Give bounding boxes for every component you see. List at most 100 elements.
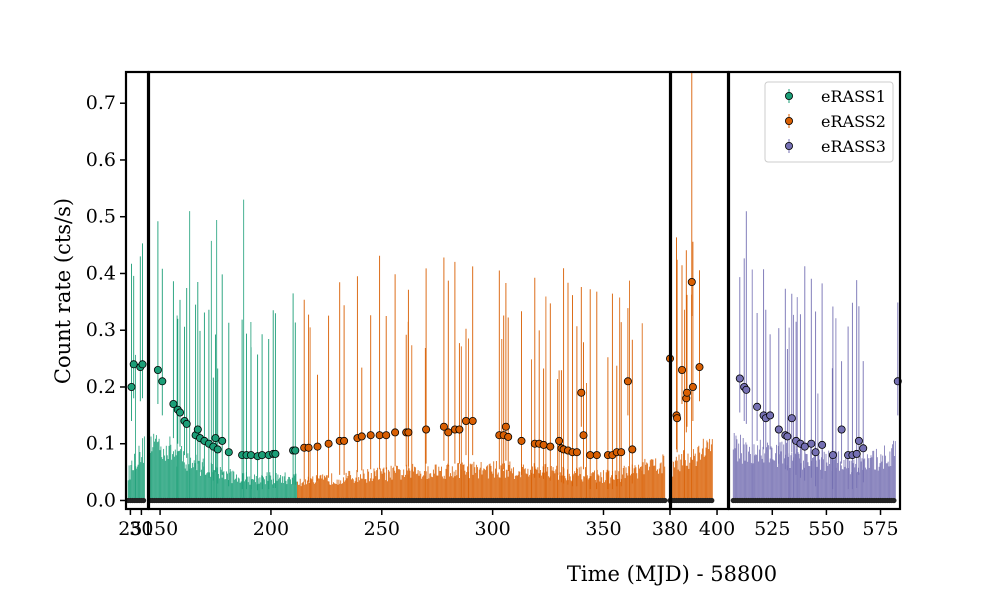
data-point-eRASS1 (158, 377, 167, 386)
x-tick-label: 200 (253, 518, 289, 540)
legend-label-eRASS1: eRASS1 (821, 87, 886, 106)
data-point-eRASS3 (807, 439, 816, 448)
error-bar-layer (127, 72, 899, 501)
zero-point (141, 497, 147, 504)
data-point-eRASS2 (517, 436, 526, 445)
x-tick-label: 150 (142, 518, 178, 540)
y-tick-label: 0.2 (86, 376, 116, 398)
data-point-eRASS3 (753, 402, 762, 411)
x-tick-label: 25 (118, 518, 142, 540)
data-point-eRASS1 (138, 360, 147, 369)
data-point-eRASS1 (218, 436, 227, 445)
data-point-eRASS2 (468, 416, 477, 425)
data-point-eRASS2 (357, 432, 366, 441)
panel-frame-4 (727, 70, 902, 511)
data-point-eRASS1 (182, 419, 191, 428)
x-tick-label: 525 (754, 518, 790, 540)
x-tick-label: 30 (129, 518, 153, 540)
y-tick-label: 0.6 (86, 149, 116, 171)
zero-point (709, 497, 715, 504)
legend-marker-eRASS1 (785, 92, 794, 101)
x-tick-label: 350 (585, 518, 621, 540)
data-point-eRASS2 (455, 425, 464, 434)
data-point-eRASS2 (324, 439, 333, 448)
data-point-eRASS2 (439, 422, 448, 431)
legend-label-eRASS3: eRASS3 (821, 137, 886, 156)
data-point-eRASS2 (501, 422, 510, 431)
data-point-eRASS2 (586, 451, 595, 460)
data-point-eRASS2 (623, 377, 632, 386)
x-tick-label: 250 (364, 518, 400, 540)
x-tick-label: 380 (652, 518, 688, 540)
data-point-eRASS3 (766, 411, 775, 420)
data-point-eRASS2 (555, 436, 564, 445)
legend-marker-eRASS2 (785, 117, 794, 126)
data-point-eRASS1 (224, 448, 233, 457)
data-point-eRASS3 (818, 440, 827, 449)
data-point-eRASS2 (628, 445, 637, 454)
data-point-eRASS2 (504, 432, 513, 441)
y-axis-label: Count rate (cts/s) (51, 198, 75, 384)
data-point-eRASS2 (546, 442, 555, 451)
data-point-eRASS2 (382, 431, 391, 440)
data-point-eRASS1 (175, 408, 184, 417)
data-point-eRASS2 (673, 414, 682, 423)
data-point-eRASS1 (258, 451, 267, 460)
data-point-eRASS3 (783, 432, 792, 441)
data-point-eRASS2 (687, 277, 696, 286)
data-point-eRASS3 (787, 414, 796, 423)
data-point-eRASS3 (800, 442, 809, 451)
data-point-eRASS2 (375, 431, 384, 440)
data-point-eRASS2 (678, 365, 687, 374)
data-point-eRASS2 (422, 425, 431, 434)
data-point-eRASS1 (291, 446, 300, 455)
data-point-eRASS3 (811, 448, 820, 457)
data-point-eRASS1 (211, 434, 220, 443)
y-tick-label: 0.4 (86, 262, 116, 284)
y-tick-label: 0.0 (86, 489, 116, 511)
zero-point (662, 497, 668, 504)
data-point-eRASS3 (742, 385, 751, 394)
data-point-eRASS2 (572, 448, 581, 457)
data-point-eRASS1 (246, 451, 255, 460)
data-point-eRASS3 (837, 425, 846, 434)
data-point-eRASS3 (735, 374, 744, 383)
data-point-eRASS2 (404, 428, 413, 437)
data-point-layer (125, 277, 902, 504)
x-tick-label: 575 (862, 518, 898, 540)
data-point-eRASS2 (313, 442, 322, 451)
data-point-eRASS1 (153, 365, 162, 374)
data-point-eRASS3 (774, 425, 783, 434)
legend: eRASS1 eRASS2 eRASS3 (764, 81, 894, 163)
data-point-eRASS2 (577, 388, 586, 397)
y-tick-label: 0.3 (86, 319, 116, 341)
x-tick-label: 300 (475, 518, 511, 540)
data-point-eRASS1 (193, 425, 202, 434)
x-tick-label: 550 (808, 518, 844, 540)
y-tick-label: 0.1 (86, 433, 116, 455)
data-point-eRASS1 (127, 382, 136, 391)
legend-label-eRASS2: eRASS2 (821, 112, 886, 131)
data-point-eRASS2 (366, 431, 375, 440)
data-point-eRASS3 (859, 444, 868, 453)
data-point-eRASS3 (852, 449, 861, 458)
data-point-eRASS1 (271, 449, 280, 458)
data-point-eRASS2 (695, 363, 704, 372)
x-tick-label: 400 (699, 518, 735, 540)
y-tick-label: 0.7 (86, 92, 116, 114)
data-point-eRASS1 (129, 360, 138, 369)
data-point-eRASS2 (304, 443, 313, 452)
data-point-eRASS2 (340, 436, 349, 445)
x-axis-label: Time (MJD) - 58800 (567, 562, 777, 586)
data-point-eRASS2 (688, 382, 697, 391)
y-tick-label: 0.5 (86, 206, 116, 228)
data-point-eRASS2 (391, 428, 400, 437)
data-point-eRASS3 (828, 451, 837, 460)
data-point-eRASS2 (683, 388, 692, 397)
data-point-eRASS1 (169, 399, 178, 408)
data-point-eRASS2 (539, 440, 548, 449)
data-point-eRASS2 (444, 428, 453, 437)
data-point-eRASS2 (592, 451, 601, 460)
